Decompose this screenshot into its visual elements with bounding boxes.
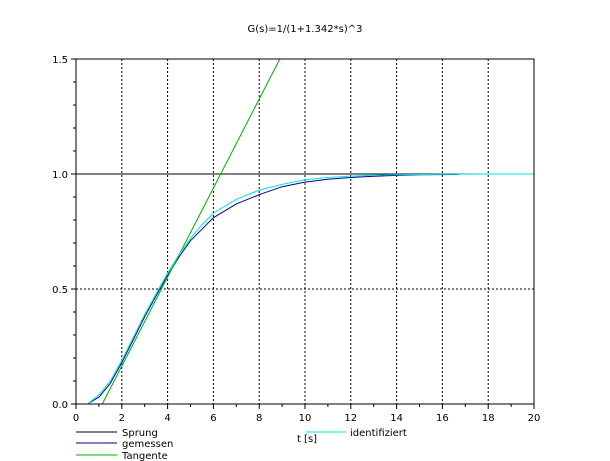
series-line-gemessen [87,174,459,405]
axis-ticks: 0 2 4 6 8 10 12 14 16 18 20 0.0 0.5 1.0 1.5 [52,55,540,424]
legend-label: identifiziert [350,428,407,439]
series-line-tangente [101,58,281,405]
chart-title: G(s)=1/(1+1.342*s)^3 [248,24,363,35]
x-tick-label: 8 [256,413,262,424]
x-tick-label: 16 [436,413,449,424]
x-tick-label: 12 [344,413,357,424]
grid-lines [76,59,534,404]
x-tick-label: 20 [528,413,541,424]
legend-label: Tangente [121,451,168,461]
legend-label: gemessen [122,439,173,450]
x-tick-label: 6 [210,413,216,424]
x-tick-label: 0 [73,413,79,424]
y-tick-label: 0.0 [52,400,68,411]
y-tick-label: 1.0 [52,170,68,181]
x-tick-label: 18 [482,413,495,424]
y-tick-label: 0.5 [52,285,68,296]
series-line-identifiziert [87,173,534,405]
x-tick-label: 14 [390,413,403,424]
series-lines [76,58,534,405]
x-tick-label: 2 [119,413,125,424]
legend-label: Sprung [122,428,158,439]
x-tick-label: 4 [164,413,170,424]
x-tick-label: 10 [299,413,312,424]
x-axis-label: t [s] [297,434,317,445]
y-tick-label: 1.5 [52,55,68,66]
